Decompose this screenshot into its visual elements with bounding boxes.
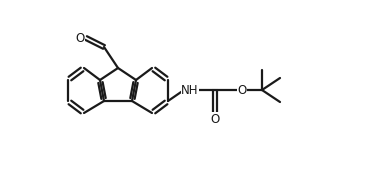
Text: O: O [237, 83, 247, 96]
Text: NH: NH [181, 83, 199, 96]
Text: O: O [210, 113, 220, 125]
Text: O: O [75, 32, 85, 44]
